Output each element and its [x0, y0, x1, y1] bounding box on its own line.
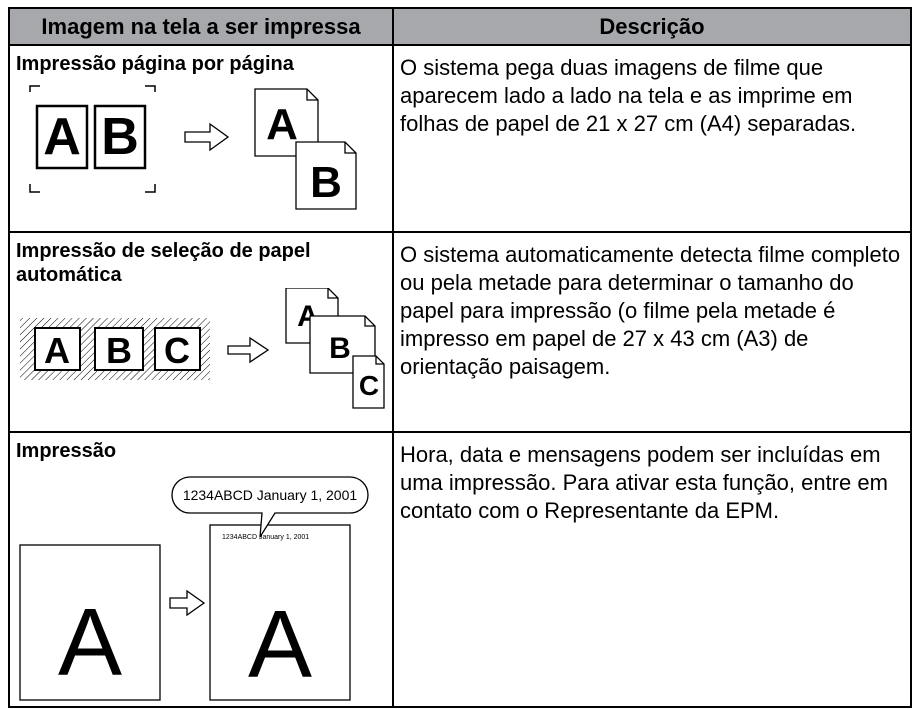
description-cell: O sistema automaticamente detecta filme …	[392, 231, 912, 433]
description: Hora, data e mensagens podem ser incluíd…	[400, 442, 888, 523]
figure-label: B	[329, 332, 351, 365]
description-cell: Hora, data e mensagens podem ser incluíd…	[392, 431, 912, 708]
table-row: Impressão A 1234ABCD January 1, 2001 A 1…	[8, 431, 912, 708]
image-cell: Impressão A 1234ABCD January 1, 2001 A 1…	[8, 431, 394, 708]
figure-label: A	[43, 108, 81, 166]
figure: A B C A B C	[20, 288, 385, 409]
figure-label: B	[101, 108, 139, 166]
figure-label: B	[106, 330, 132, 371]
description: O sistema pega duas imagens de filme que…	[400, 55, 857, 136]
figure-label: A	[248, 591, 312, 698]
description: O sistema automaticamente detecta filme …	[400, 242, 901, 379]
row-title: Impressão de seleção de papel automática	[16, 240, 311, 286]
figure-label: B	[310, 158, 342, 207]
figure-label: C	[164, 330, 190, 371]
row-title: Impressão	[16, 440, 117, 462]
figure-label: A	[266, 100, 298, 149]
image-cell: Impressão página por página A B A B	[8, 44, 394, 233]
header-row: Imagem na tela a ser impressa Descrição	[8, 7, 912, 46]
header-cell: Imagem na tela a ser impressa	[8, 7, 394, 46]
table-row: Impressão página por página A B A B O si…	[8, 44, 912, 233]
stamp-text: 1234ABCD January 1, 2001	[222, 534, 309, 541]
figure-label: A	[58, 589, 122, 696]
header-cell: Descrição	[392, 7, 912, 46]
figure-label: C	[359, 370, 379, 401]
stamp-callout: 1234ABCD January 1, 2001	[183, 487, 358, 503]
figure: A 1234ABCD January 1, 2001 A 1234ABCD Ja…	[19, 476, 369, 701]
description-cell: O sistema pega duas imagens de filme que…	[392, 44, 912, 233]
print-table: Imagem na tela a ser impressa Descrição …	[8, 7, 912, 708]
image-cell: Impressão de seleção de papel automática…	[8, 231, 394, 433]
figure-label: A	[44, 330, 70, 371]
figure: A B A B	[29, 85, 357, 210]
table-row: Impressão de seleção de papel automática…	[8, 231, 912, 433]
row-title: Impressão página por página	[16, 53, 294, 75]
